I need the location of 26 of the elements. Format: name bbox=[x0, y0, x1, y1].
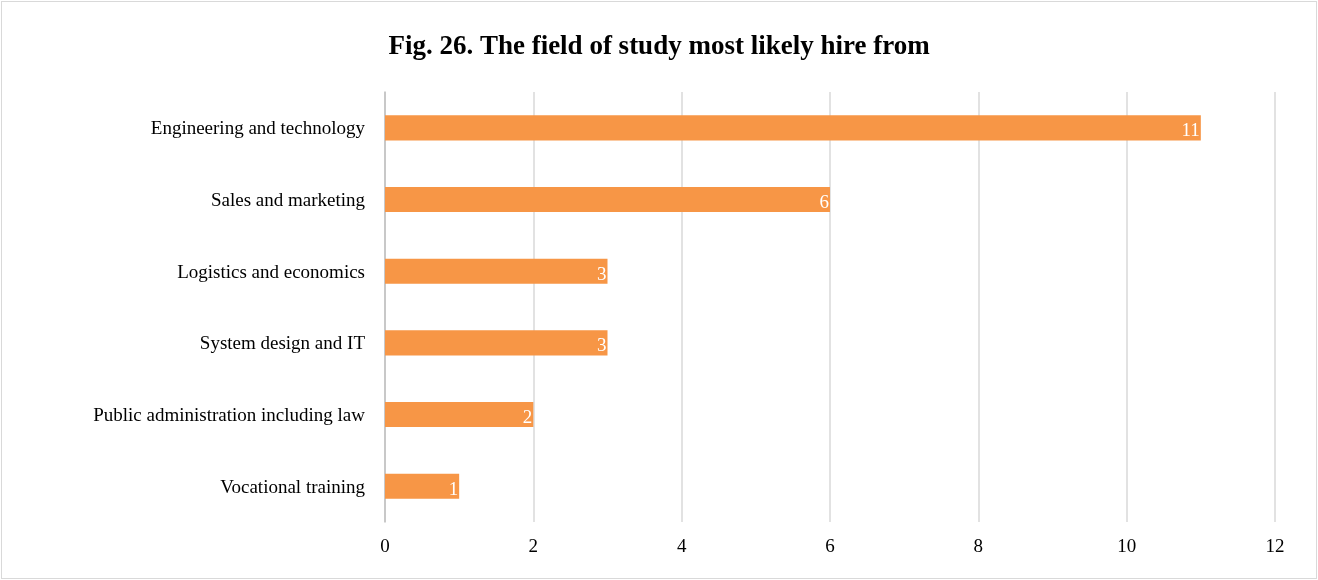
data-label: 1 bbox=[448, 477, 459, 499]
y-tick-label: System design and IT bbox=[199, 332, 366, 354]
data-label: 11 bbox=[1181, 119, 1200, 141]
data-label: 2 bbox=[522, 406, 533, 427]
y-tick-label: Vocational training bbox=[220, 475, 366, 497]
x-tick-label: 2 bbox=[528, 535, 539, 556]
bar bbox=[385, 258, 608, 284]
bar bbox=[385, 186, 830, 213]
x-tick-label: 8 bbox=[973, 535, 984, 556]
y-tick-label: Public administration including law bbox=[93, 404, 366, 425]
x-tick-label: 6 bbox=[825, 535, 835, 556]
bar bbox=[385, 115, 1201, 141]
chart-title: Fig. 26. The field of study most likely hire from bbox=[388, 29, 931, 60]
data-label: 3 bbox=[597, 334, 607, 356]
x-tick-label: 4 bbox=[676, 535, 687, 556]
x-tick-label: 10 bbox=[1117, 535, 1137, 556]
bar bbox=[385, 330, 608, 356]
x-tick-label: 0 bbox=[380, 535, 390, 556]
bar bbox=[385, 401, 534, 428]
y-tick-label: Engineering and technology bbox=[150, 117, 366, 139]
y-tick-label: Logistics and economics bbox=[177, 260, 365, 282]
data-label: 3 bbox=[597, 262, 607, 284]
data-label: 6 bbox=[819, 191, 829, 212]
bar bbox=[385, 473, 460, 499]
y-tick-label: Sales and marketing bbox=[210, 189, 366, 210]
x-tick-label: 12 bbox=[1265, 535, 1285, 556]
